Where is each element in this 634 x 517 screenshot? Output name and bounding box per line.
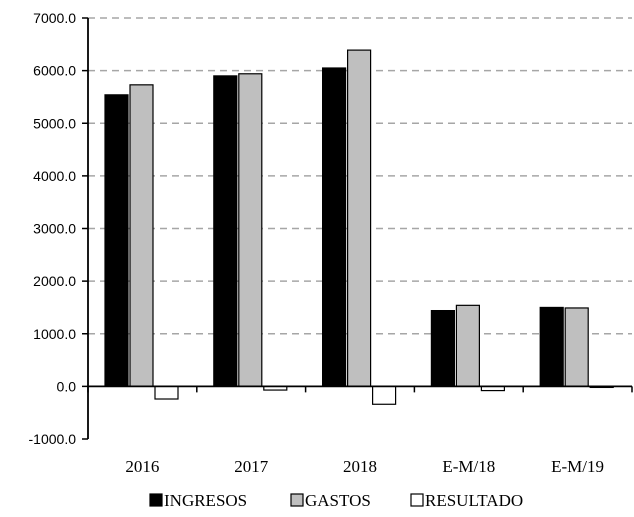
y-tick-label: 2000.0 — [33, 273, 76, 289]
y-tick-labels: 7000.0 6000.0 5000.0 4000.0 3000.0 2000.0 1000… — [29, 10, 77, 447]
y-tick-label: 4000.0 — [33, 168, 76, 184]
axes — [82, 17, 633, 440]
bar-gastos-e-m-19 — [564, 307, 589, 387]
x-tick-label: E-M/18 — [442, 457, 495, 476]
y-tick-label: 0.0 — [57, 378, 77, 394]
y-tick-label: 5000.0 — [33, 115, 76, 131]
bar-ingresos-2016 — [104, 94, 129, 387]
bar-gastos-2016 — [129, 84, 154, 387]
bar-ingresos-e-m-19 — [539, 306, 564, 387]
legend-swatch-gastos — [290, 493, 304, 507]
bar-ingresos-2017 — [213, 75, 238, 387]
legend-swatch-resultado — [410, 493, 424, 507]
x-tick-label: 2018 — [343, 457, 377, 476]
legend-label-gastos: GASTOS — [305, 491, 371, 510]
y-tick-label: 3000.0 — [33, 221, 76, 237]
x-tick-label: E-M/19 — [551, 457, 604, 476]
bar-gastos-2018 — [347, 49, 372, 387]
bar-resultado-2016 — [154, 385, 179, 400]
bar-ingresos-e-m-18 — [430, 309, 455, 387]
legend-label-ingresos: INGRESOS — [164, 491, 247, 510]
y-tick-label: -1000.0 — [29, 431, 77, 447]
grid-lines — [88, 17, 632, 335]
y-tick-label: 6000.0 — [33, 63, 76, 79]
bar-resultado-2018 — [372, 385, 397, 405]
x-tick-label: 2017 — [234, 457, 269, 476]
y-tick-label: 1000.0 — [33, 326, 76, 342]
legend-label-resultado: RESULTADO — [425, 491, 523, 510]
legend: INGRESOS GASTOS RESULTADO — [149, 491, 523, 510]
bar-gastos-2017 — [238, 73, 263, 387]
bar-ingresos-2018 — [322, 67, 347, 387]
bar-gastos-e-m-18 — [455, 304, 480, 387]
bars — [104, 49, 614, 405]
legend-swatch-ingresos — [149, 493, 163, 507]
y-tick-label: 7000.0 — [33, 10, 76, 26]
x-tick-label: 2016 — [125, 457, 159, 476]
x-tick-labels: 2016 2017 2018 E-M/18 E-M/19 — [125, 457, 604, 476]
